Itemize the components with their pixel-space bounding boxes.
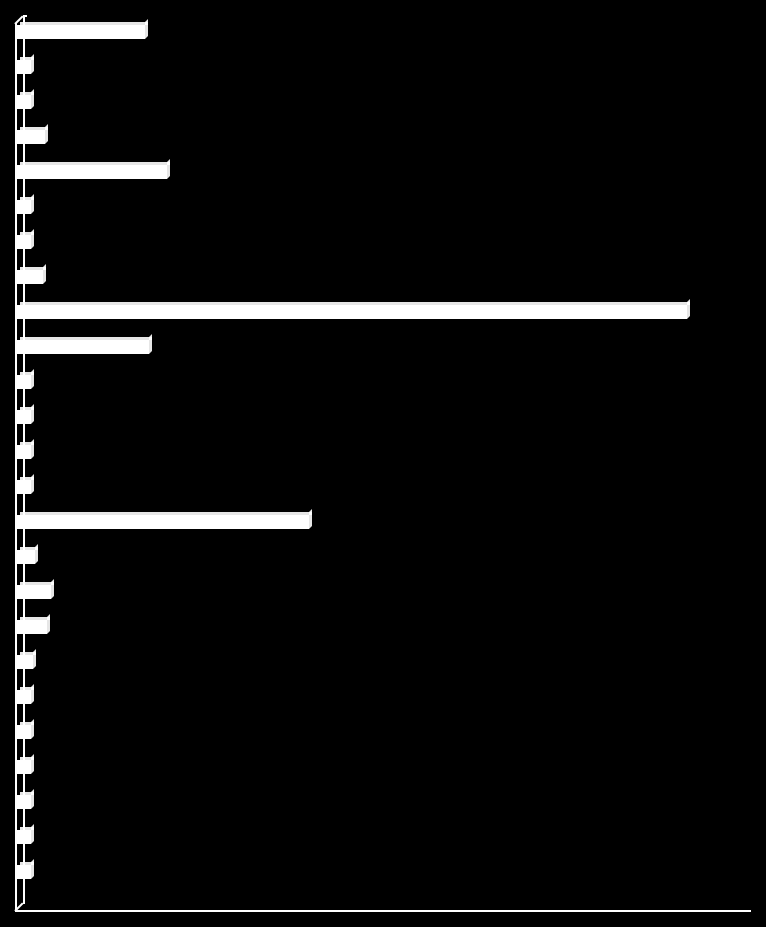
bar — [17, 60, 31, 74]
bar — [17, 795, 31, 809]
bar — [17, 340, 149, 354]
bar — [17, 760, 31, 774]
bar — [17, 130, 45, 144]
bar — [17, 515, 309, 529]
bar — [17, 165, 167, 179]
chart-frame — [15, 15, 751, 912]
bar — [17, 270, 43, 284]
bar — [17, 830, 31, 844]
bar — [17, 725, 31, 739]
bar — [17, 25, 145, 39]
bar — [17, 585, 51, 599]
bar — [17, 480, 31, 494]
frame-bottom-edge — [15, 910, 751, 912]
bar — [17, 200, 31, 214]
bar — [17, 375, 31, 389]
bar — [17, 235, 31, 249]
bar — [17, 445, 31, 459]
bar — [17, 620, 47, 634]
bar — [17, 655, 33, 669]
bar — [17, 305, 687, 319]
bar — [17, 410, 31, 424]
bar — [17, 550, 35, 564]
bar — [17, 690, 31, 704]
bar-chart — [15, 15, 751, 912]
bar — [17, 95, 31, 109]
bars-area — [17, 25, 749, 902]
bar — [17, 865, 31, 879]
